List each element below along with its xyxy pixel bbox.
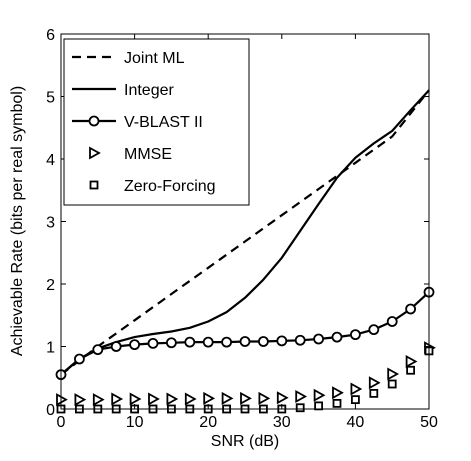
legend: Joint ML Integer V-BLAST II MMSE Zero-Forcin… bbox=[63, 38, 250, 206]
data-point bbox=[148, 392, 160, 406]
data-point bbox=[166, 392, 179, 406]
data-point bbox=[313, 388, 326, 402]
data-point bbox=[387, 367, 400, 381]
data-point bbox=[258, 391, 271, 405]
data-point bbox=[350, 395, 360, 405]
x-tick-label: 0 bbox=[57, 414, 66, 431]
series-joint-ml bbox=[60, 89, 430, 376]
data-point bbox=[110, 341, 122, 352]
data-point bbox=[349, 329, 361, 341]
data-point bbox=[257, 336, 269, 347]
data-point bbox=[111, 392, 124, 406]
y-tick-label: 4 bbox=[46, 152, 55, 169]
y-axis-label: Achievable Rate (bits per real symbol) bbox=[9, 86, 26, 356]
x-tick-label: 20 bbox=[199, 414, 217, 431]
data-point bbox=[313, 333, 325, 345]
series-line bbox=[60, 89, 430, 376]
x-axis-label: SNR (dB) bbox=[211, 433, 279, 450]
data-point bbox=[369, 388, 379, 398]
data-point bbox=[276, 391, 289, 405]
data-point bbox=[350, 382, 363, 396]
data-point bbox=[184, 392, 197, 406]
data-point bbox=[74, 353, 85, 365]
legend-label: V-BLAST II bbox=[124, 114, 203, 131]
data-point bbox=[239, 336, 251, 347]
data-point bbox=[276, 335, 288, 347]
data-point bbox=[221, 336, 233, 348]
legend-item: Zero-Forcing bbox=[89, 178, 216, 195]
data-point bbox=[202, 336, 214, 348]
data-point bbox=[368, 324, 380, 336]
y-tick-label: 3 bbox=[46, 215, 55, 232]
y-tick-label: 1 bbox=[46, 340, 55, 357]
data-point bbox=[314, 401, 324, 411]
legend-marker bbox=[89, 146, 101, 160]
data-point bbox=[331, 331, 343, 343]
data-point bbox=[405, 354, 418, 369]
x-tick-label: 50 bbox=[420, 414, 438, 431]
data-point bbox=[332, 386, 344, 400]
legend-marker bbox=[88, 115, 100, 127]
data-point bbox=[74, 393, 87, 407]
series-mmse bbox=[56, 341, 436, 407]
data-point bbox=[240, 391, 252, 405]
data-point bbox=[406, 365, 416, 375]
y-tick-label: 5 bbox=[46, 90, 55, 107]
data-point bbox=[203, 391, 216, 405]
x-tick-label: 40 bbox=[347, 414, 365, 431]
data-point bbox=[147, 337, 159, 349]
data-point bbox=[129, 339, 141, 351]
y-tick-label: 2 bbox=[46, 277, 55, 294]
legend-item: Integer bbox=[72, 82, 174, 99]
legend-label: Zero-Forcing bbox=[124, 178, 216, 195]
series-integer bbox=[60, 89, 430, 376]
series-line bbox=[60, 89, 430, 376]
data-point bbox=[332, 398, 342, 408]
data-point bbox=[92, 344, 104, 356]
data-point bbox=[295, 403, 305, 413]
legend-label: Joint ML bbox=[124, 50, 185, 67]
data-point bbox=[129, 392, 142, 406]
data-point bbox=[92, 393, 105, 407]
data-point bbox=[221, 391, 234, 405]
series-v-blast-ii bbox=[55, 286, 435, 381]
legend-item: Joint ML bbox=[72, 50, 185, 67]
legend-marker bbox=[89, 180, 99, 190]
x-tick-label: 10 bbox=[126, 414, 144, 431]
y-tick-label: 6 bbox=[46, 27, 55, 44]
x-tick-label: 30 bbox=[273, 414, 291, 431]
data-point bbox=[387, 379, 397, 389]
data-point bbox=[386, 316, 398, 327]
legend-item: MMSE bbox=[89, 146, 172, 163]
y-tick-label: 0 bbox=[46, 402, 55, 419]
legend-label: MMSE bbox=[124, 146, 172, 163]
data-point bbox=[405, 303, 417, 315]
data-point bbox=[295, 389, 308, 404]
data-point bbox=[294, 334, 306, 346]
legend-label: Integer bbox=[124, 82, 174, 99]
legend-item: V-BLAST II bbox=[72, 114, 203, 131]
data-point bbox=[184, 336, 196, 348]
data-point bbox=[165, 337, 177, 349]
data-point bbox=[368, 376, 381, 390]
